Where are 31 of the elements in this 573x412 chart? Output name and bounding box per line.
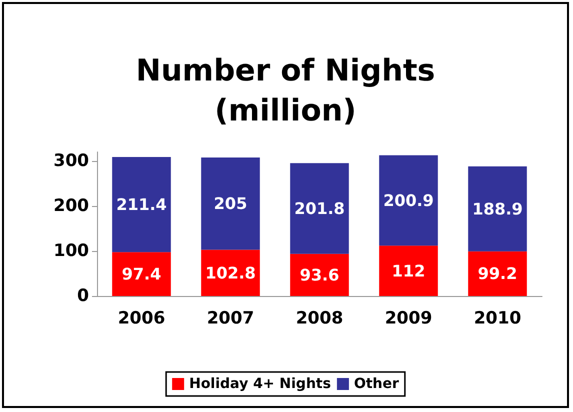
data-label: 200.9 [383,190,434,210]
y-tick-label: 100 [54,241,90,261]
x-tick-label: 2010 [474,308,522,328]
legend-label: Holiday 4+ Nights [189,376,331,392]
bar [290,254,349,296]
legend-label: Other [354,376,399,392]
data-label: 211.4 [116,195,167,214]
x-tick-label: 2009 [384,308,432,328]
y-tick-label: 200 [54,196,90,216]
data-label: 102.8 [205,263,256,282]
bar [468,166,527,252]
y-tick-label: 300 [54,151,90,171]
data-label: 205 [214,194,248,214]
y-tick-label: 0 [77,286,90,306]
x-tick-label: 2007 [206,308,254,328]
bar [112,252,171,296]
data-label: 93.6 [300,265,340,284]
bar [112,157,171,252]
data-label: 97.4 [122,264,162,284]
chart-title: Number of Nights (million) [136,54,436,128]
data-label: 112 [392,261,426,280]
bar [468,251,527,296]
bar [201,157,260,250]
data-label: 188.9 [472,199,523,218]
x-tick-label: 2008 [296,308,344,328]
data-label: 201.8 [294,198,345,218]
x-tick-label: 2006 [118,308,166,328]
bar [290,163,349,254]
bar [379,155,438,246]
data-label: 99.2 [478,264,518,284]
bar [379,246,438,296]
